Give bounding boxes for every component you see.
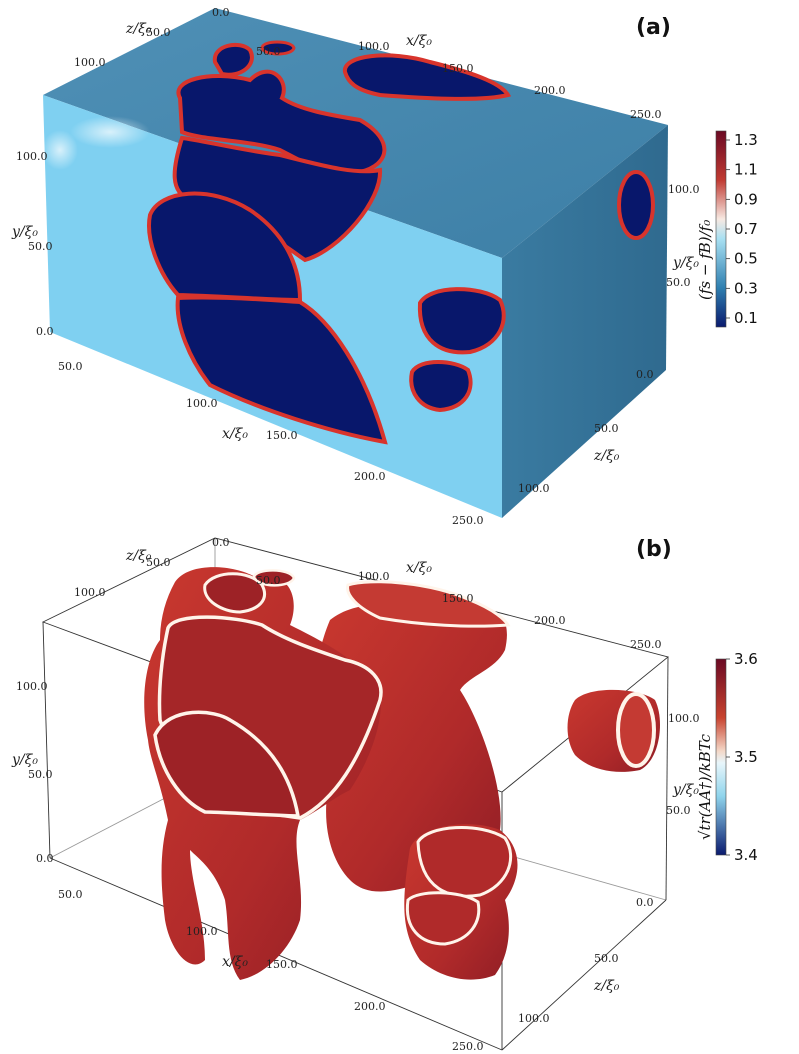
- panel-b-z-tick-left: 50.0: [146, 556, 171, 569]
- panel-b-colorbar-label: √tr(AA†)/kBTc: [696, 733, 714, 840]
- colorbar-tick-label: 0.9: [734, 190, 758, 208]
- panel-a-side-domain: [617, 170, 655, 240]
- panel-b-x-tick-top: 200.0: [534, 614, 566, 627]
- panel-a-colorbar-label: (fs − fB)/f₀: [696, 220, 714, 300]
- panel-b-z-label-right: z/ξ₀: [593, 978, 620, 994]
- panel-a-y-label-right: y/ξ₀: [672, 255, 699, 271]
- colorbar-tick-label: 1.1: [734, 161, 758, 179]
- panel-b-colorbar-bar: [715, 658, 727, 856]
- panel-b-z-label-left: z/ξ₀: [125, 548, 152, 564]
- panel-b-label: (b): [636, 537, 672, 562]
- panel-a-z-label-right: z/ξ₀: [593, 448, 620, 464]
- panel-b-x-tick-front: 100.0: [186, 925, 218, 938]
- panel-a-y-tick-right: 50.0: [666, 276, 691, 289]
- colorbar-tick-label: 0.7: [734, 220, 758, 238]
- colorbar-tick-label: 3.6: [734, 650, 758, 668]
- panel-b-x-tick-top: 250.0: [630, 638, 662, 651]
- panel-b-x-tick-front: 0.0: [36, 852, 54, 865]
- panel-a-x-tick-front: 100.0: [186, 397, 218, 410]
- panel-b-axes: 0.0 50.0 100.0 150.0 200.0 250.0 x/ξ₀ 0.…: [11, 536, 700, 1053]
- panel-b-x-tick-front: 150.0: [266, 958, 298, 971]
- panel-a-label: (a): [636, 15, 671, 40]
- panel-b-y-tick-right: 0.0: [636, 896, 654, 909]
- panel-a: 0.0 50.0 100.0 150.0 200.0 250.0 x/ξ₀ 0.…: [11, 6, 758, 527]
- panel-b-z-tick-left: 100.0: [74, 586, 106, 599]
- panel-b-x-tick-top: 150.0: [442, 592, 474, 605]
- panel-b-y-tick-left: 50.0: [28, 768, 53, 781]
- panel-a-y-tick-left: 50.0: [28, 240, 53, 253]
- colorbar-tick-label: 0.3: [734, 279, 758, 297]
- panel-b-x-tick-top: 0.0: [212, 536, 230, 549]
- panel-a-top-domains: [176, 40, 512, 176]
- panel-a-x-tick-top: 0.0: [212, 6, 230, 19]
- colorbar-tick-label: 1.3: [734, 131, 758, 149]
- colorbar-tick-label: 0.5: [734, 250, 758, 268]
- panel-b-z-tick-right: 100.0: [518, 1012, 550, 1025]
- panel-a-x-tick-top: 150.0: [442, 62, 474, 75]
- panel-a-x-tick-front: 250.0: [452, 514, 484, 527]
- panel-a-y-tick-left: 100.0: [16, 150, 48, 163]
- panel-b-x-label-top: x/ξ₀: [406, 560, 432, 576]
- panel-a-z-label-left: z/ξ₀: [125, 21, 152, 37]
- panel-a-x-tick-top: 250.0: [630, 108, 662, 121]
- panel-a-x-tick-front: 0.0: [36, 325, 54, 338]
- panel-b-x-tick-front: 50.0: [58, 888, 83, 901]
- panel-b: 0.0 50.0 100.0 150.0 200.0 250.0 x/ξ₀ 0.…: [11, 536, 758, 1053]
- panel-a-z-tick-left: 50.0: [146, 26, 171, 39]
- panel-b-y-tick-right: 50.0: [666, 804, 691, 817]
- panel-a-x-tick-top: 100.0: [358, 40, 390, 53]
- panel-a-x-tick-front: 50.0: [58, 360, 83, 373]
- panel-a-colorbar: 1.3 1.1 0.9 0.7 0.5 0.3 0.1 (fs − fB)/f₀: [696, 130, 758, 328]
- panel-b-y-label-left: y/ξ₀: [11, 752, 38, 768]
- panel-a-x-tick-top: 200.0: [534, 84, 566, 97]
- panel-b-isosurfaces: [144, 567, 660, 980]
- panel-b-x-tick-top: 100.0: [358, 570, 390, 583]
- panel-a-z-tick-right: 50.0: [594, 422, 619, 435]
- colorbar-tick-label: 0.1: [734, 309, 758, 327]
- panel-a-front-domains: [147, 135, 506, 445]
- panel-b-y-tick-left: 100.0: [16, 680, 48, 693]
- panel-b-y-label-right: y/ξ₀: [672, 782, 699, 798]
- panel-a-x-label-top: x/ξ₀: [406, 33, 432, 49]
- panel-a-x-label-front: x/ξ₀: [222, 426, 248, 442]
- panel-b-x-tick-front: 200.0: [354, 1000, 386, 1013]
- panel-b-colorbar: 3.6 3.5 3.4 √tr(AA†)/kBTc: [696, 650, 758, 864]
- panel-a-y-label-left: y/ξ₀: [11, 224, 38, 240]
- panel-a-z-tick-left: 100.0: [74, 56, 106, 69]
- panel-a-axes: 0.0 50.0 100.0 150.0 200.0 250.0 x/ξ₀ 0.…: [11, 6, 700, 527]
- colorbar-tick-label: 3.4: [734, 846, 758, 864]
- panel-b-x-tick-top: 50.0: [256, 574, 281, 587]
- panel-a-y-tick-right: 100.0: [668, 183, 700, 196]
- panel-a-colorbar-bar: [715, 130, 727, 328]
- panel-a-y-tick-right: 0.0: [636, 368, 654, 381]
- panel-b-z-tick-right: 50.0: [594, 952, 619, 965]
- panel-a-x-tick-top: 50.0: [256, 45, 281, 58]
- panel-b-x-tick-front: 250.0: [452, 1040, 484, 1053]
- panel-a-x-tick-front: 150.0: [266, 429, 298, 442]
- colorbar-tick-label: 3.5: [734, 748, 758, 766]
- panel-b-y-tick-right: 100.0: [668, 712, 700, 725]
- panel-a-z-tick-right: 100.0: [518, 482, 550, 495]
- panel-b-x-label-front: x/ξ₀: [222, 954, 248, 970]
- panel-a-x-tick-front: 200.0: [354, 470, 386, 483]
